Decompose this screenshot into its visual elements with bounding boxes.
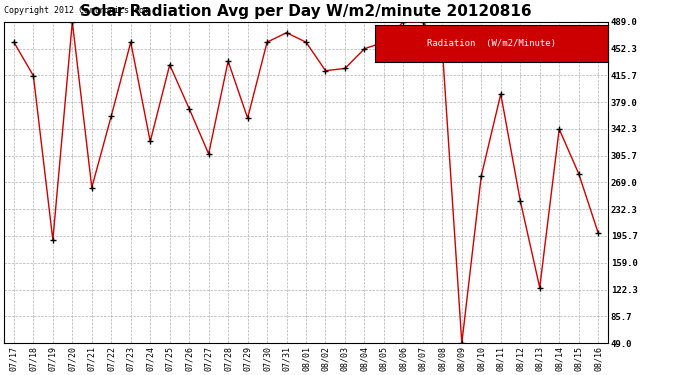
Text: Copyright 2012 Cartronics.com: Copyright 2012 Cartronics.com: [4, 6, 149, 15]
Title: Solar Radiation Avg per Day W/m2/minute 20120816: Solar Radiation Avg per Day W/m2/minute …: [80, 4, 532, 19]
